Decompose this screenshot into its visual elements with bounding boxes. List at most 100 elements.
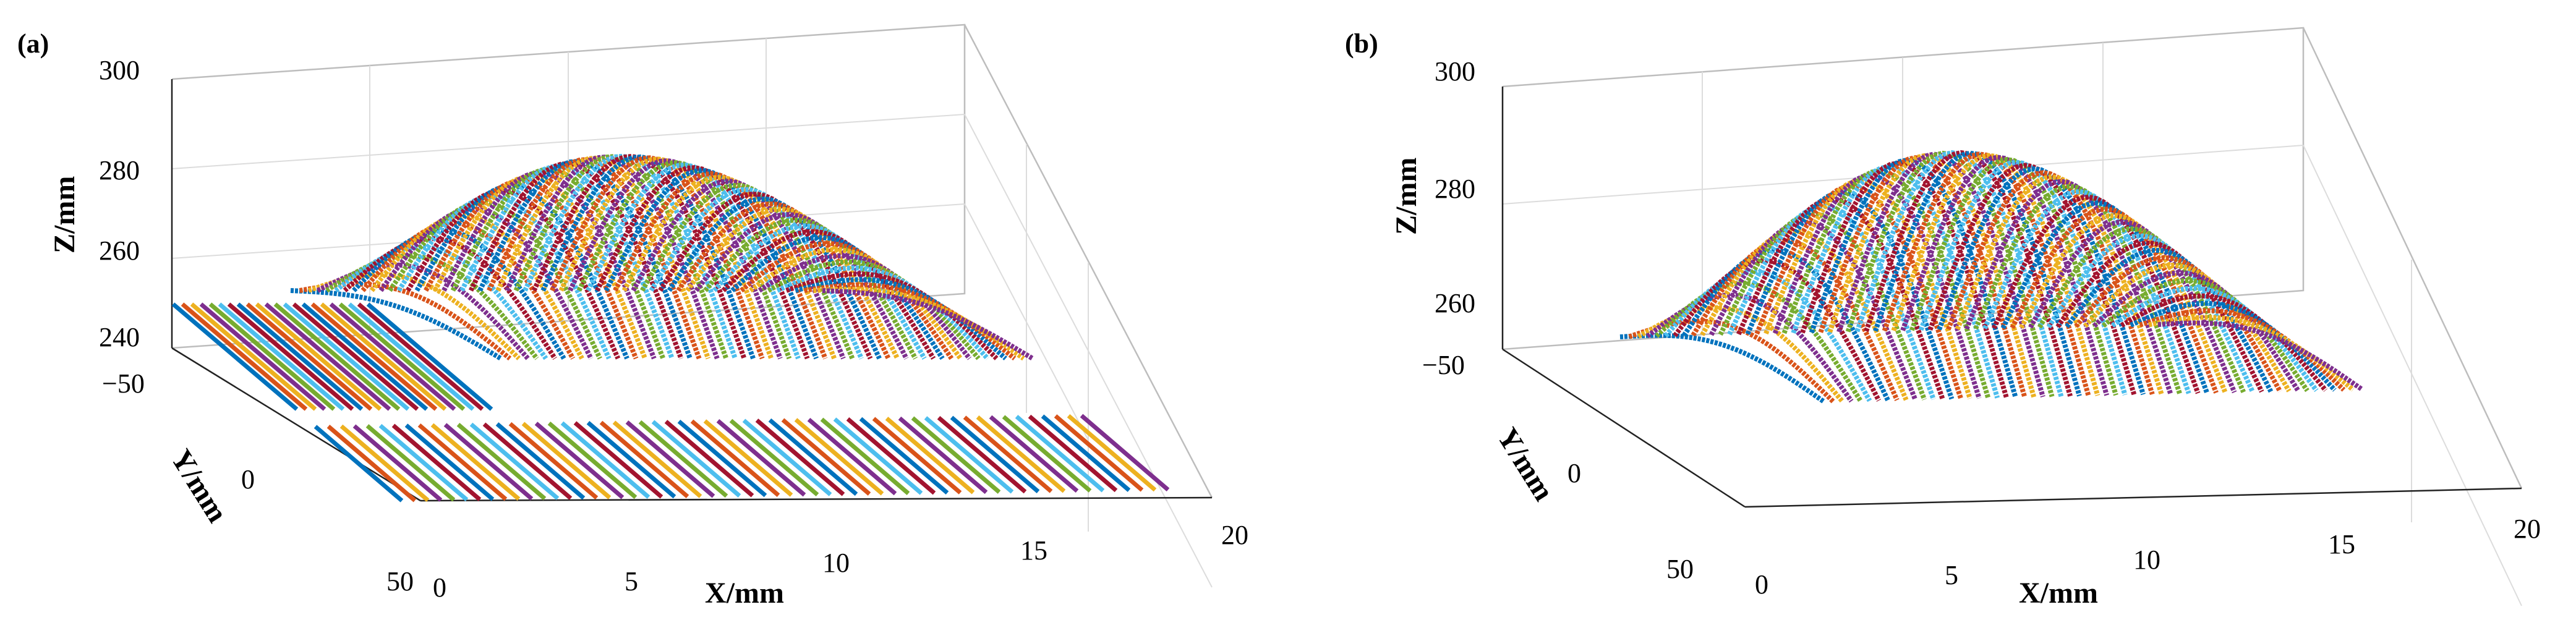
panel-b-z-tick-260: 260 xyxy=(1435,288,1475,318)
base-stripe xyxy=(227,302,354,411)
scan-line xyxy=(316,262,530,360)
base-stripe xyxy=(348,302,475,411)
scan-line xyxy=(1955,174,2164,395)
base-stripe xyxy=(872,417,962,495)
scan-line xyxy=(1973,184,2182,395)
base-stripe xyxy=(859,417,949,495)
scan-line xyxy=(1964,179,2173,395)
base-stripe xyxy=(560,421,650,499)
scan-line xyxy=(749,247,963,360)
panel-a-x-tick-5: 5 xyxy=(625,566,638,597)
scan-line xyxy=(1818,155,2028,398)
scan-line xyxy=(1791,164,2000,399)
scan-line xyxy=(1864,150,2073,397)
base-stripe xyxy=(1080,414,1170,491)
base-stripe xyxy=(1067,414,1157,492)
scan-line xyxy=(1854,150,2064,397)
base-stripe xyxy=(292,302,419,411)
base-stripe xyxy=(338,302,466,411)
scan-line xyxy=(576,160,792,360)
base-stripe xyxy=(521,422,612,499)
base-stripe xyxy=(255,302,382,411)
base-stripe xyxy=(937,415,1027,494)
base-stripe xyxy=(339,424,430,503)
scan-line xyxy=(2028,219,2237,394)
base-stripe xyxy=(963,415,1053,493)
panel-b-x-tick-10: 10 xyxy=(2133,545,2160,575)
panel-a-z-label: Z/mm xyxy=(48,176,81,253)
base-stripe xyxy=(1015,415,1105,493)
panel-b-x-tick-5: 5 xyxy=(1945,560,1958,590)
panel-a-z-tick-260: 260 xyxy=(99,236,140,266)
panel-b-z-label: Z/mm xyxy=(1390,158,1423,235)
panel-a-x-tick-20: 20 xyxy=(1221,520,1248,550)
panel-b-label: (b) xyxy=(1345,28,1378,59)
scan-line xyxy=(2074,255,2282,393)
scan-line xyxy=(667,196,882,360)
scan-line xyxy=(776,265,990,360)
base-stripe xyxy=(989,415,1079,493)
panel-a-z-tick-300: 300 xyxy=(99,55,140,85)
base-stripe xyxy=(573,421,663,499)
base-stripe xyxy=(508,422,599,500)
base-stripe xyxy=(820,417,910,495)
base-stripe xyxy=(208,302,336,411)
base-stripe xyxy=(638,420,728,498)
base-stripe xyxy=(599,420,689,499)
panel-a-y-label: Y/mm xyxy=(164,444,234,529)
panel-a-z-tick-240: 240 xyxy=(99,322,140,352)
scan-line xyxy=(694,211,909,360)
base-stripe xyxy=(534,422,625,499)
base-stripe xyxy=(482,422,573,500)
scan-line xyxy=(767,259,981,360)
scan-line xyxy=(822,288,1034,361)
base-stripe xyxy=(755,418,845,496)
panel-a-z-tick-280: 280 xyxy=(99,155,140,185)
base-stripe xyxy=(313,425,404,503)
panel-b-z-tick-280: 280 xyxy=(1435,174,1475,204)
base-stripe xyxy=(326,425,417,503)
base-stripe xyxy=(218,302,345,411)
panel-b-y-tick-0: 0 xyxy=(1567,458,1581,488)
base-stripe xyxy=(1028,414,1118,493)
scan-line xyxy=(2092,270,2301,393)
base-stripe xyxy=(329,302,456,411)
base-stripe xyxy=(310,302,438,411)
panel-b-y-tick-50: 50 xyxy=(1666,554,1694,584)
scan-line xyxy=(649,187,864,360)
scan-line xyxy=(550,155,765,360)
scan-line xyxy=(432,174,647,360)
base-stripe xyxy=(245,302,373,411)
base-stripe xyxy=(469,422,560,501)
panel-b-points xyxy=(1619,150,2364,404)
scan-line xyxy=(1673,258,1882,402)
panel-b-axes xyxy=(1501,87,2522,508)
scan-line xyxy=(2139,308,2346,392)
panel-a-label: (a) xyxy=(17,28,49,59)
base-stripe xyxy=(612,420,702,498)
base-stripe xyxy=(924,416,1014,494)
panel-a-y-tick-50: 50 xyxy=(386,566,414,597)
scan-line xyxy=(595,165,810,360)
scan-line xyxy=(631,179,846,360)
base-stripe xyxy=(365,424,456,502)
base-stripe xyxy=(430,423,521,501)
base-stripe xyxy=(456,423,547,501)
base-stripe xyxy=(651,420,741,498)
scan-line xyxy=(586,162,801,360)
scan-line xyxy=(378,206,594,360)
scan-line xyxy=(290,288,503,361)
base-stripe xyxy=(781,418,871,496)
scan-line xyxy=(343,236,557,360)
scan-line xyxy=(1637,305,1845,403)
base-stripe xyxy=(1041,414,1131,492)
base-stripe xyxy=(911,416,1001,494)
scan-line xyxy=(1937,166,2146,396)
base-stripe xyxy=(742,418,832,496)
panel-b-x-tick-20: 20 xyxy=(2514,514,2541,544)
scan-line xyxy=(740,241,954,360)
scan-line xyxy=(325,253,539,360)
base-stripe xyxy=(729,418,819,497)
scan-line xyxy=(730,235,945,360)
base-stripe xyxy=(378,423,469,502)
